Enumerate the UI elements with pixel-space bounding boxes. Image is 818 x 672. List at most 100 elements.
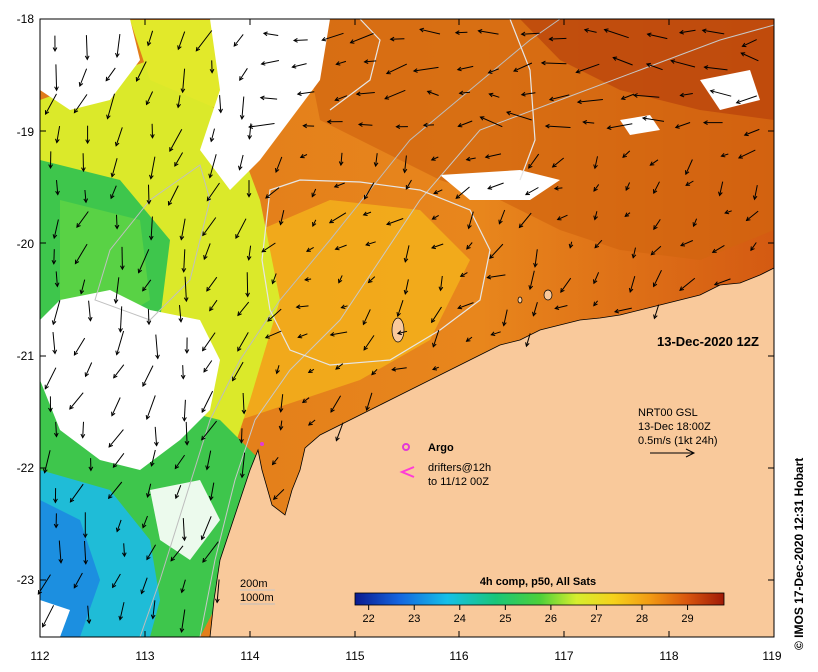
- current-arrow: [405, 179, 412, 190]
- current-arrow-head: [685, 181, 691, 186]
- current-arrow-head: [241, 409, 247, 415]
- current-arrow-head: [149, 174, 154, 180]
- current-arrow: [746, 210, 759, 221]
- current-arrow-head: [419, 27, 425, 33]
- current-arrow: [488, 68, 499, 74]
- current-arrow: [593, 272, 600, 284]
- current-arrow-head: [181, 536, 187, 542]
- current-arrow-head: [556, 216, 562, 221]
- current-arrow: [549, 94, 570, 101]
- current-arrow-head: [459, 272, 465, 277]
- current-arrow-head: [239, 473, 245, 479]
- current-arrow: [468, 211, 474, 229]
- lat-tick-label: -21: [17, 349, 35, 363]
- current-arrow-head: [235, 234, 240, 240]
- current-arrow: [58, 540, 62, 563]
- current-arrow-head: [79, 289, 85, 295]
- current-arrow: [113, 364, 125, 379]
- current-arrow: [183, 249, 186, 272]
- current-arrow-head: [679, 286, 685, 291]
- current-arrow: [646, 63, 663, 71]
- current-arrow-head: [486, 274, 492, 280]
- current-arrow: [545, 125, 571, 128]
- current-arrow-head: [142, 286, 147, 292]
- lon-tick-label: 112: [30, 649, 49, 663]
- current-arrow: [209, 299, 218, 311]
- current-arrow-head: [724, 209, 730, 215]
- current-arrow: [261, 60, 279, 65]
- current-arrow: [480, 116, 503, 128]
- current-arrow: [272, 273, 277, 284]
- current-arrow-head: [641, 116, 647, 121]
- current-arrow-head: [603, 28, 609, 33]
- current-arrow-head: [260, 61, 266, 66]
- current-arrow-head: [582, 119, 588, 125]
- current-arrow: [341, 305, 348, 309]
- current-arrow-head: [272, 495, 278, 501]
- current-arrow: [487, 274, 506, 279]
- current-arrow: [650, 245, 662, 256]
- current-arrow: [53, 249, 55, 264]
- current-arrow-head: [218, 108, 223, 114]
- current-arrow-head: [177, 45, 182, 51]
- current-arrow: [239, 68, 248, 81]
- current-arrow-head: [51, 320, 57, 326]
- drifters-label: drifters@12h: [428, 462, 491, 474]
- current-arrow: [714, 278, 731, 286]
- current-arrow: [721, 153, 729, 157]
- current-arrow: [541, 62, 567, 65]
- current-arrow: [241, 452, 246, 478]
- colorbar-title: 4h comp, p50, All Sats: [480, 576, 596, 588]
- current-arrow-head: [200, 535, 206, 541]
- current-arrow-head: [247, 134, 253, 140]
- current-arrow-head: [112, 583, 117, 589]
- current-arrow-head: [184, 440, 190, 446]
- current-arrow-head: [502, 321, 507, 327]
- current-arrow-head: [457, 122, 463, 128]
- current-arrow: [148, 184, 150, 204]
- current-arrow-head: [73, 350, 79, 356]
- current-arrow: [80, 279, 86, 294]
- current-arrow: [232, 361, 244, 381]
- current-arrow-head: [202, 558, 207, 563]
- current-arrow: [740, 52, 759, 62]
- current-arrow: [267, 308, 282, 322]
- current-arrow-head: [150, 614, 156, 620]
- current-arrow: [248, 245, 252, 260]
- current-arrow-head: [645, 62, 651, 68]
- current-arrow: [219, 95, 222, 113]
- current-arrow-head: [295, 304, 301, 310]
- current-arrow-head: [362, 320, 367, 326]
- current-arrow-head: [181, 267, 187, 273]
- current-arrow: [521, 32, 540, 35]
- current-arrow-head: [52, 47, 58, 53]
- current-arrow-head: [301, 398, 307, 404]
- current-arrow-head: [752, 195, 758, 201]
- current-arrow: [642, 117, 665, 122]
- current-arrow-head: [709, 89, 715, 94]
- current-arrow-head: [487, 69, 493, 74]
- current-arrow: [555, 305, 568, 309]
- current-arrow-head: [299, 153, 305, 159]
- current-arrow-head: [135, 76, 141, 82]
- current-arrow: [44, 367, 57, 390]
- colorbar-tick-label: 28: [636, 613, 648, 625]
- current-arrow-head: [703, 65, 709, 70]
- current-arrow: [56, 126, 61, 143]
- current-arrow: [147, 309, 150, 325]
- current-arrow: [246, 272, 249, 297]
- current-arrow-head: [170, 556, 175, 562]
- lon-tick-label: 117: [554, 649, 573, 663]
- lon-tick-label: 115: [345, 649, 364, 663]
- current-arrow-head: [153, 441, 159, 447]
- current-arrow: [466, 157, 476, 161]
- current-arrow-head: [363, 59, 369, 64]
- current-arrow: [549, 37, 567, 40]
- current-arrow-head: [484, 154, 490, 159]
- current-arrow: [138, 249, 150, 273]
- current-arrow-head: [37, 589, 43, 595]
- colorbar-tick-label: 24: [454, 613, 466, 625]
- current-arrow: [261, 242, 276, 253]
- current-arrow: [458, 120, 473, 127]
